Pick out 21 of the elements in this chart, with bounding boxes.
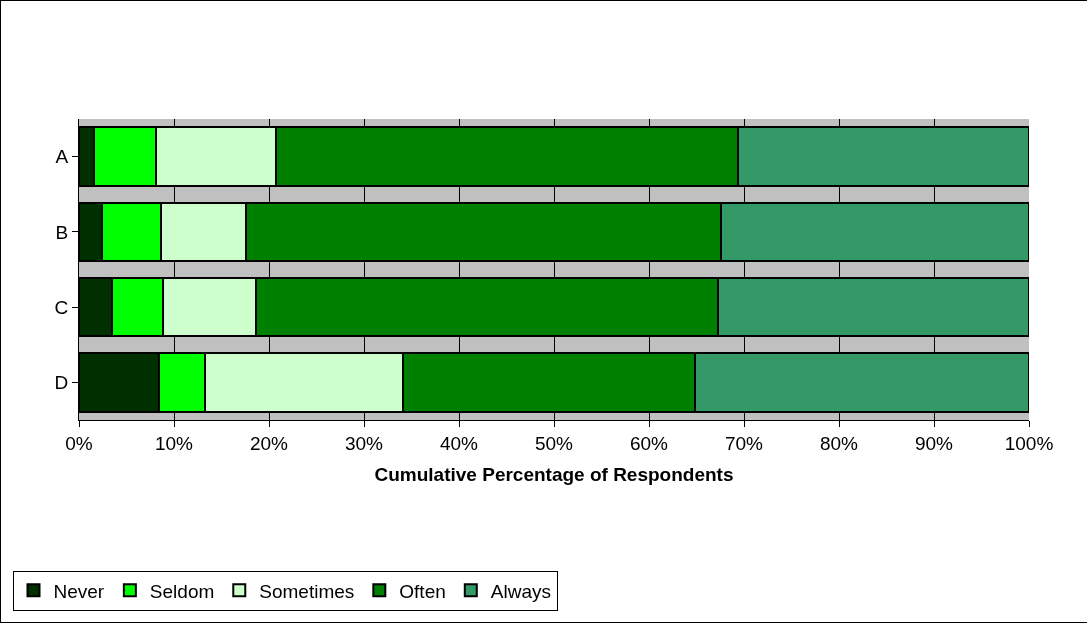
x-axis-title: Cumulative Percentage of Respondents xyxy=(374,463,734,485)
legend-label: Sometimes xyxy=(259,580,355,602)
y-tick-label: D xyxy=(54,372,69,394)
x-tick-label: 80% xyxy=(819,432,859,454)
y-tick-label: C xyxy=(54,296,69,318)
x-tick-label: 50% xyxy=(534,432,574,454)
x-tick-label: 70% xyxy=(724,432,764,454)
x-tick-label: 20% xyxy=(249,432,289,454)
x-tick-label: 60% xyxy=(629,432,669,454)
x-tick-label: 90% xyxy=(914,432,954,454)
legend-label: Never xyxy=(53,580,105,602)
x-tick-label: 100% xyxy=(1004,432,1054,454)
x-tick-label: 40% xyxy=(439,432,479,454)
x-tick-label: 10% xyxy=(154,432,194,454)
y-tick-label: A xyxy=(55,146,69,168)
x-tick-label: 0% xyxy=(65,432,93,454)
legend-label: Seldom xyxy=(149,580,215,602)
legend-label: Always xyxy=(490,580,551,602)
legend-label: Often xyxy=(399,580,446,602)
x-tick-label: 30% xyxy=(344,432,384,454)
y-tick-label: B xyxy=(55,221,69,243)
